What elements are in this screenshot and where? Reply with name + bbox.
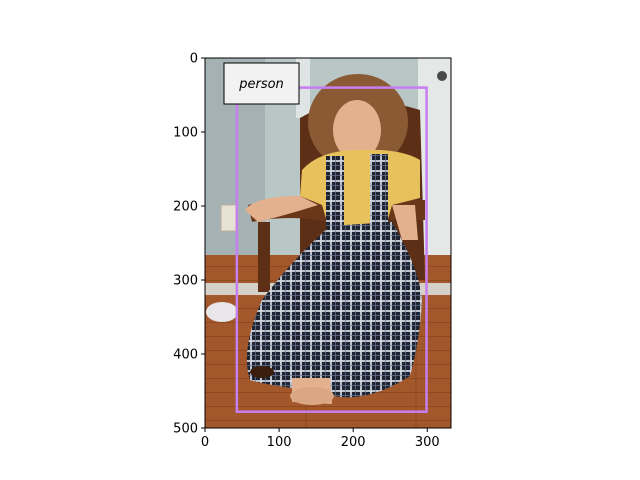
y-tick-label: 300 bbox=[173, 274, 198, 289]
arm-right bbox=[392, 205, 418, 240]
y-tick-label: 100 bbox=[173, 126, 198, 141]
face bbox=[333, 100, 381, 160]
floor-object bbox=[206, 302, 238, 322]
y-axis: 0 100 200 300 400 500 bbox=[173, 52, 205, 437]
door bbox=[418, 58, 451, 258]
x-axis: 0 100 200 300 bbox=[201, 428, 440, 450]
wall-outlet bbox=[220, 204, 237, 232]
x-tick-label: 100 bbox=[267, 435, 292, 450]
detection-label-text: person bbox=[238, 77, 284, 92]
arm-left bbox=[245, 196, 318, 222]
detection-label-box bbox=[223, 62, 300, 105]
dress-skirt bbox=[246, 222, 422, 398]
strap-right bbox=[370, 154, 388, 226]
strap-left bbox=[326, 156, 344, 228]
y-tick-label: 0 bbox=[190, 52, 198, 67]
detection-box-person bbox=[235, 86, 428, 413]
chair-rocker-shadow bbox=[250, 366, 274, 378]
x-tick-label: 0 bbox=[201, 435, 209, 450]
chair-leg-left bbox=[258, 222, 270, 292]
y-tick-label: 200 bbox=[173, 200, 198, 215]
feet bbox=[290, 387, 334, 405]
y-tick-label: 500 bbox=[173, 422, 198, 437]
y-tick-label: 400 bbox=[173, 348, 198, 363]
door-knob bbox=[437, 71, 447, 81]
x-tick-label: 200 bbox=[341, 435, 366, 450]
photo bbox=[205, 58, 451, 428]
x-tick-label: 300 bbox=[415, 435, 440, 450]
axes-frame bbox=[204, 57, 452, 429]
detections: person bbox=[223, 62, 428, 413]
